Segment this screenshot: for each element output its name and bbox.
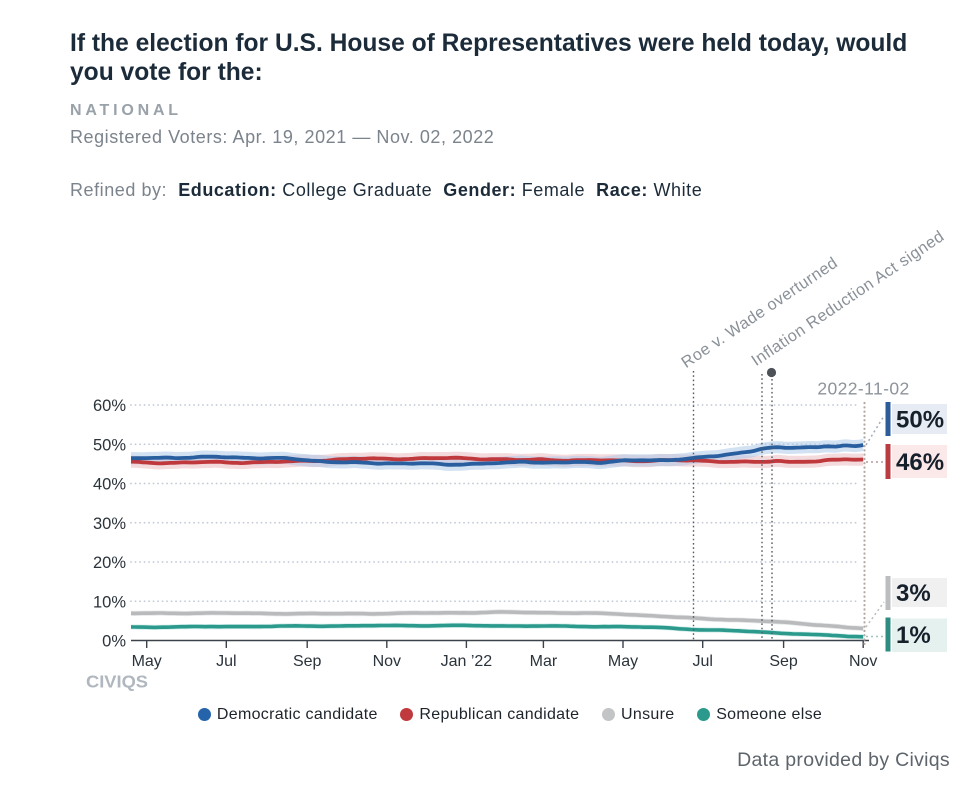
- svg-text:Jul: Jul: [216, 653, 236, 670]
- svg-text:30%: 30%: [93, 515, 126, 533]
- svg-text:1%: 1%: [896, 622, 931, 649]
- svg-text:50%: 50%: [896, 407, 944, 434]
- svg-text:10%: 10%: [93, 593, 126, 611]
- svg-text:20%: 20%: [93, 554, 126, 572]
- svg-text:50%: 50%: [93, 436, 126, 454]
- svg-text:CIVIQS: CIVIQS: [86, 672, 148, 692]
- svg-text:Nov: Nov: [849, 653, 877, 670]
- svg-text:3%: 3%: [896, 580, 931, 607]
- svg-text:46%: 46%: [896, 449, 944, 476]
- svg-text:Sep: Sep: [293, 653, 322, 670]
- svg-text:Sep: Sep: [769, 653, 798, 670]
- svg-text:2022-11-02: 2022-11-02: [817, 379, 909, 399]
- svg-text:Nov: Nov: [373, 653, 401, 670]
- svg-text:0%: 0%: [102, 633, 126, 651]
- svg-text:May: May: [132, 653, 162, 670]
- svg-text:40%: 40%: [93, 476, 126, 494]
- svg-text:60%: 60%: [93, 397, 126, 415]
- svg-text:Jan ’22: Jan ’22: [441, 653, 493, 670]
- svg-text:May: May: [608, 653, 638, 670]
- svg-text:Jul: Jul: [692, 653, 712, 670]
- svg-text:Mar: Mar: [530, 653, 558, 670]
